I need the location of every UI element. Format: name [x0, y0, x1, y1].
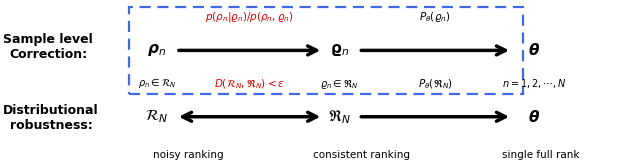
Text: $P_\theta(\mathfrak{R}_N)$: $P_\theta(\mathfrak{R}_N)$ — [418, 77, 452, 91]
Text: single full rank: single full rank — [502, 150, 580, 160]
Text: $\varrho_n \in \mathfrak{R}_N$: $\varrho_n \in \mathfrak{R}_N$ — [320, 77, 358, 91]
Text: consistent ranking: consistent ranking — [313, 150, 410, 160]
Text: $D(\mathcal{R}_N, \mathfrak{R}_N) < \epsilon$: $D(\mathcal{R}_N, \mathfrak{R}_N) < \eps… — [214, 77, 285, 91]
Text: $P_\theta(\varrho_n)$: $P_\theta(\varrho_n)$ — [419, 10, 451, 24]
Text: $\mathfrak{R}_N$: $\mathfrak{R}_N$ — [328, 108, 351, 126]
Text: $\mathcal{R}_N$: $\mathcal{R}_N$ — [145, 108, 168, 125]
Text: Distributional
robustness:: Distributional robustness: — [3, 104, 99, 132]
Text: $\boldsymbol{\varrho}_n$: $\boldsymbol{\varrho}_n$ — [330, 42, 349, 58]
Text: $p(\rho_n|\varrho_n)/p(\rho_n, \varrho_n)$: $p(\rho_n|\varrho_n)/p(\rho_n, \varrho_n… — [205, 10, 294, 24]
Text: $\boldsymbol{\theta}$: $\boldsymbol{\theta}$ — [529, 42, 540, 58]
Text: $n=1,2,\cdots,N$: $n=1,2,\cdots,N$ — [502, 77, 566, 91]
Text: Sample level
Correction:: Sample level Correction: — [3, 33, 93, 61]
Text: $\boldsymbol{\theta}$: $\boldsymbol{\theta}$ — [529, 109, 540, 125]
Text: $\boldsymbol{\rho}_n$: $\boldsymbol{\rho}_n$ — [147, 42, 166, 58]
Text: $\rho_n \in \mathcal{R}_N$: $\rho_n \in \mathcal{R}_N$ — [138, 77, 176, 91]
Text: noisy ranking: noisy ranking — [154, 150, 224, 160]
